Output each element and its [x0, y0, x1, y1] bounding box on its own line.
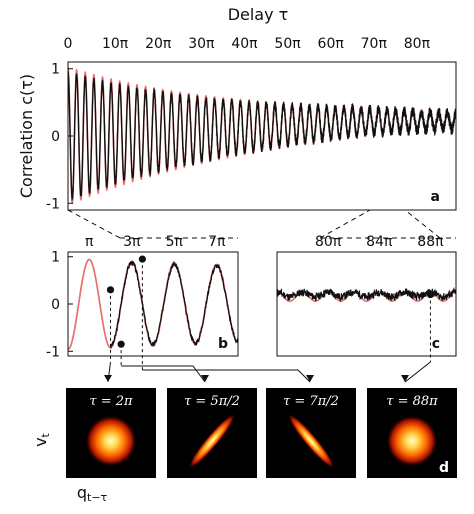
xtick-label: 88π [417, 234, 444, 250]
ytick-label: 0 [51, 297, 60, 313]
y-axis-label: Correlation c(τ) [17, 74, 36, 198]
zoom-line-b-left [67, 209, 121, 239]
arrow-head [401, 375, 409, 382]
portrait-label: τ = 7π/2 [283, 394, 339, 409]
portrait-4: τ = 88π [367, 388, 457, 478]
panel-b-plot [68, 258, 238, 351]
xtick-label: 80π [315, 234, 342, 250]
ytick-label: -1 [46, 196, 60, 212]
panel-c-frame [276, 251, 457, 357]
xtick-label: 60π [318, 36, 345, 52]
panel-c-xticks: 80π 84π 88π [315, 234, 444, 250]
portrait-blob [188, 413, 236, 469]
panel-d-portraits: τ = 2π τ = 5π/2 τ = 7π/2 τ = 88π [66, 388, 457, 478]
panel-label-c: c [432, 336, 440, 352]
connector-line [142, 369, 311, 383]
xtick-label: 80π [404, 36, 431, 52]
arrow-head [104, 375, 112, 382]
portrait-blob [386, 415, 438, 467]
experiment-line [277, 286, 456, 303]
xtick-label: 5π [166, 234, 184, 250]
portrait-y-label: vt [31, 432, 52, 446]
portrait-label: τ = 5π/2 [184, 394, 240, 409]
xtick-label: 3π [123, 234, 141, 250]
panel-label-b: b [218, 336, 228, 352]
experiment-line [110, 260, 238, 349]
connector-line [121, 365, 206, 383]
xtick-label: 70π [361, 36, 388, 52]
xtick-label: 30π [188, 36, 215, 52]
panel-b-yticks: 1 0 -1 [46, 250, 73, 360]
panel-label-a: a [431, 189, 440, 205]
panel-a-xticks: 0 10π 20π 30π 40π 50π 60π 70π 80π [64, 36, 431, 52]
portrait-label: τ = 88π [386, 394, 438, 409]
ytick-label: 0 [51, 129, 60, 145]
connector-arrows [104, 255, 435, 383]
portrait-3: τ = 7π/2 [266, 388, 356, 478]
xtick-label: 20π [145, 36, 172, 52]
xtick-label: 0 [64, 36, 73, 52]
experiment-line [68, 71, 456, 202]
ytick-label: 1 [51, 250, 60, 266]
panel-label-d: d [439, 460, 449, 476]
xtick-label: 10π [102, 36, 129, 52]
zoom-line-c-right [404, 209, 441, 239]
arrow-head [201, 375, 209, 382]
panel-c-plot [277, 286, 456, 303]
portrait-label: τ = 2π [89, 394, 133, 409]
panel-b-xticks: π 3π 5π 7π [85, 234, 226, 250]
portrait-2: τ = 5π/2 [167, 388, 257, 478]
xtick-label: 40π [231, 36, 258, 52]
xtick-label: 50π [274, 36, 301, 52]
panel-a-yticks: 1 0 -1 [46, 62, 73, 212]
portrait-blob [287, 413, 335, 469]
zoom-line-c-left [319, 209, 371, 239]
xtick-label: 84π [366, 234, 393, 250]
ytick-label: 1 [51, 62, 60, 78]
portrait-x-label: qt−τ [77, 483, 108, 504]
xtick-label: 7π [208, 234, 226, 250]
portrait-1: τ = 2π [66, 388, 156, 478]
top-axis-title: Delay τ [228, 5, 289, 24]
xtick-label: π [85, 234, 94, 250]
panel-a-plot [68, 67, 456, 205]
arrow-head [306, 375, 314, 382]
connector-line [404, 361, 431, 383]
ytick-label: -1 [46, 344, 60, 360]
portrait-blob [85, 415, 137, 467]
